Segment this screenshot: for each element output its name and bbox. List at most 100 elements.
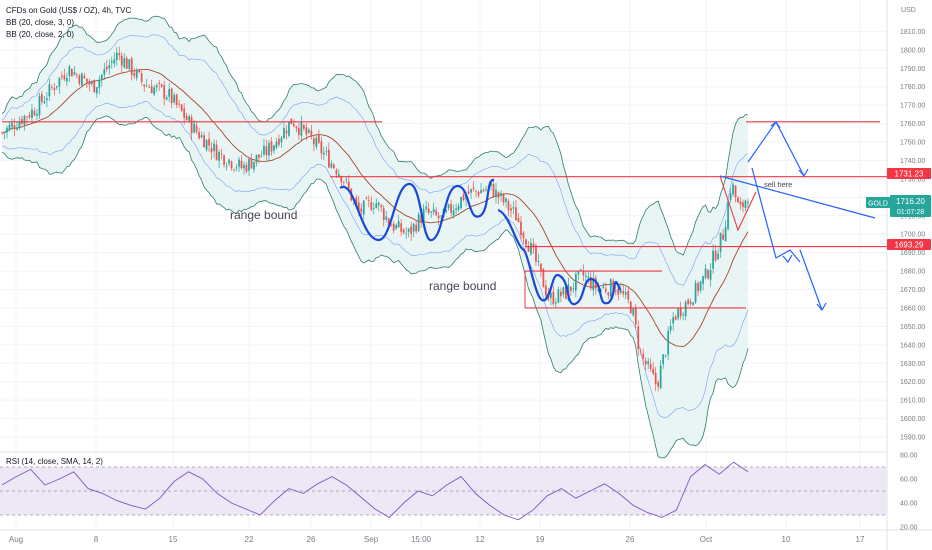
- annotations: range bound range bound sell here USD: [230, 7, 916, 293]
- candle-body: [560, 291, 562, 297]
- candle-body: [120, 55, 123, 66]
- candle-body: [48, 84, 51, 97]
- candle-body: [537, 261, 540, 262]
- candle-body: [1, 132, 3, 134]
- rsi-tick-label: 20.00: [900, 525, 918, 532]
- candle-body: [712, 250, 714, 269]
- candle-body: [338, 174, 340, 177]
- candle-body: [170, 88, 173, 103]
- candle-body: [103, 69, 106, 75]
- time-tick-label: Aug: [9, 535, 23, 544]
- candle-body: [430, 211, 433, 213]
- candle-body: [667, 330, 670, 355]
- trend-drawings[interactable]: [339, 120, 876, 312]
- candle-body: [697, 283, 699, 292]
- candle-body: [58, 77, 61, 87]
- rsi-pane: 20.00 40.00 60.00 80.00: [0, 453, 918, 532]
- candle-body: [90, 82, 93, 84]
- candle-body: [153, 87, 156, 95]
- candle-body: [642, 353, 645, 359]
- candle-body: [377, 202, 380, 206]
- price-tick-label: 1680.00: [900, 269, 925, 276]
- range-wave-1: [339, 178, 495, 242]
- candle-body: [452, 210, 455, 216]
- candle-body: [497, 192, 500, 198]
- candle-body: [175, 94, 178, 105]
- candle-body: [692, 302, 694, 306]
- price-tick-label: 1780.00: [900, 84, 925, 91]
- candle-body: [325, 151, 328, 153]
- candle-body: [530, 242, 532, 255]
- candle-body: [717, 253, 719, 260]
- candle-body: [163, 85, 166, 99]
- candle-body: [380, 205, 383, 208]
- candle-body: [649, 364, 652, 369]
- candle-body: [589, 277, 592, 289]
- candle-body: [727, 202, 729, 229]
- candle-body: [397, 221, 400, 228]
- candle-body: [315, 137, 318, 148]
- time-tick-label: 26: [626, 535, 635, 544]
- candle-body: [330, 163, 333, 168]
- candle-body: [203, 135, 205, 148]
- candle-body: [417, 214, 420, 231]
- candle-body: [73, 72, 76, 75]
- candle-body: [445, 209, 447, 212]
- indicator-bb-3: BB (20, close, 3, 0): [6, 18, 75, 27]
- candle-body: [552, 291, 555, 305]
- candle-body: [135, 70, 138, 78]
- candle-body: [248, 158, 250, 171]
- candle-body: [210, 148, 213, 153]
- forecast-down-right: [799, 249, 823, 311]
- candle-body: [747, 201, 749, 204]
- candle-body: [238, 159, 240, 167]
- time-tick-label: 17: [856, 535, 865, 544]
- candle-body: [71, 69, 73, 77]
- time-tick-label: Sep: [364, 535, 379, 544]
- candle-body: [662, 354, 665, 365]
- price-tick-label: 1620.00: [900, 379, 925, 386]
- candle-body: [647, 361, 650, 364]
- candle-body: [622, 291, 625, 294]
- price-tick-label: 1640.00: [900, 342, 925, 349]
- candle-body: [550, 293, 552, 299]
- candle-body: [273, 145, 275, 151]
- candle-body: [362, 200, 365, 215]
- rsi-line: [1, 461, 749, 521]
- candle-body: [572, 288, 575, 290]
- candle-body: [382, 208, 385, 220]
- candle-body: [148, 87, 151, 88]
- candle-body: [372, 208, 375, 209]
- candle-body: [213, 143, 215, 152]
- candle-body: [525, 239, 527, 246]
- candle-body: [679, 308, 682, 317]
- candle-body: [592, 277, 595, 291]
- candle-body: [193, 123, 195, 133]
- candle-body: [305, 127, 308, 135]
- candle-body: [250, 159, 253, 169]
- bb-lower-2: [1, 100, 749, 419]
- candle-body: [470, 189, 472, 193]
- candle-body: [165, 97, 168, 100]
- candle-body: [233, 169, 235, 171]
- candle-body: [410, 226, 413, 234]
- candle-body: [108, 65, 111, 69]
- candle-body: [714, 250, 717, 261]
- candle-body: [587, 276, 590, 278]
- candle-body: [8, 124, 11, 131]
- price-tick-label: 1750.00: [900, 140, 925, 147]
- candle-body: [130, 58, 133, 75]
- candle-body: [255, 154, 258, 163]
- horizontal-levels[interactable]: [2, 121, 887, 309]
- candle-body: [158, 82, 161, 84]
- candle-body: [318, 135, 320, 143]
- candle-body: [582, 270, 585, 276]
- candle-body: [694, 282, 697, 303]
- candle-body: [652, 368, 655, 374]
- candle-body: [128, 59, 131, 69]
- candle-body: [243, 164, 245, 169]
- candle-body: [268, 143, 270, 156]
- candle-body: [704, 268, 707, 279]
- candle-body: [370, 202, 373, 211]
